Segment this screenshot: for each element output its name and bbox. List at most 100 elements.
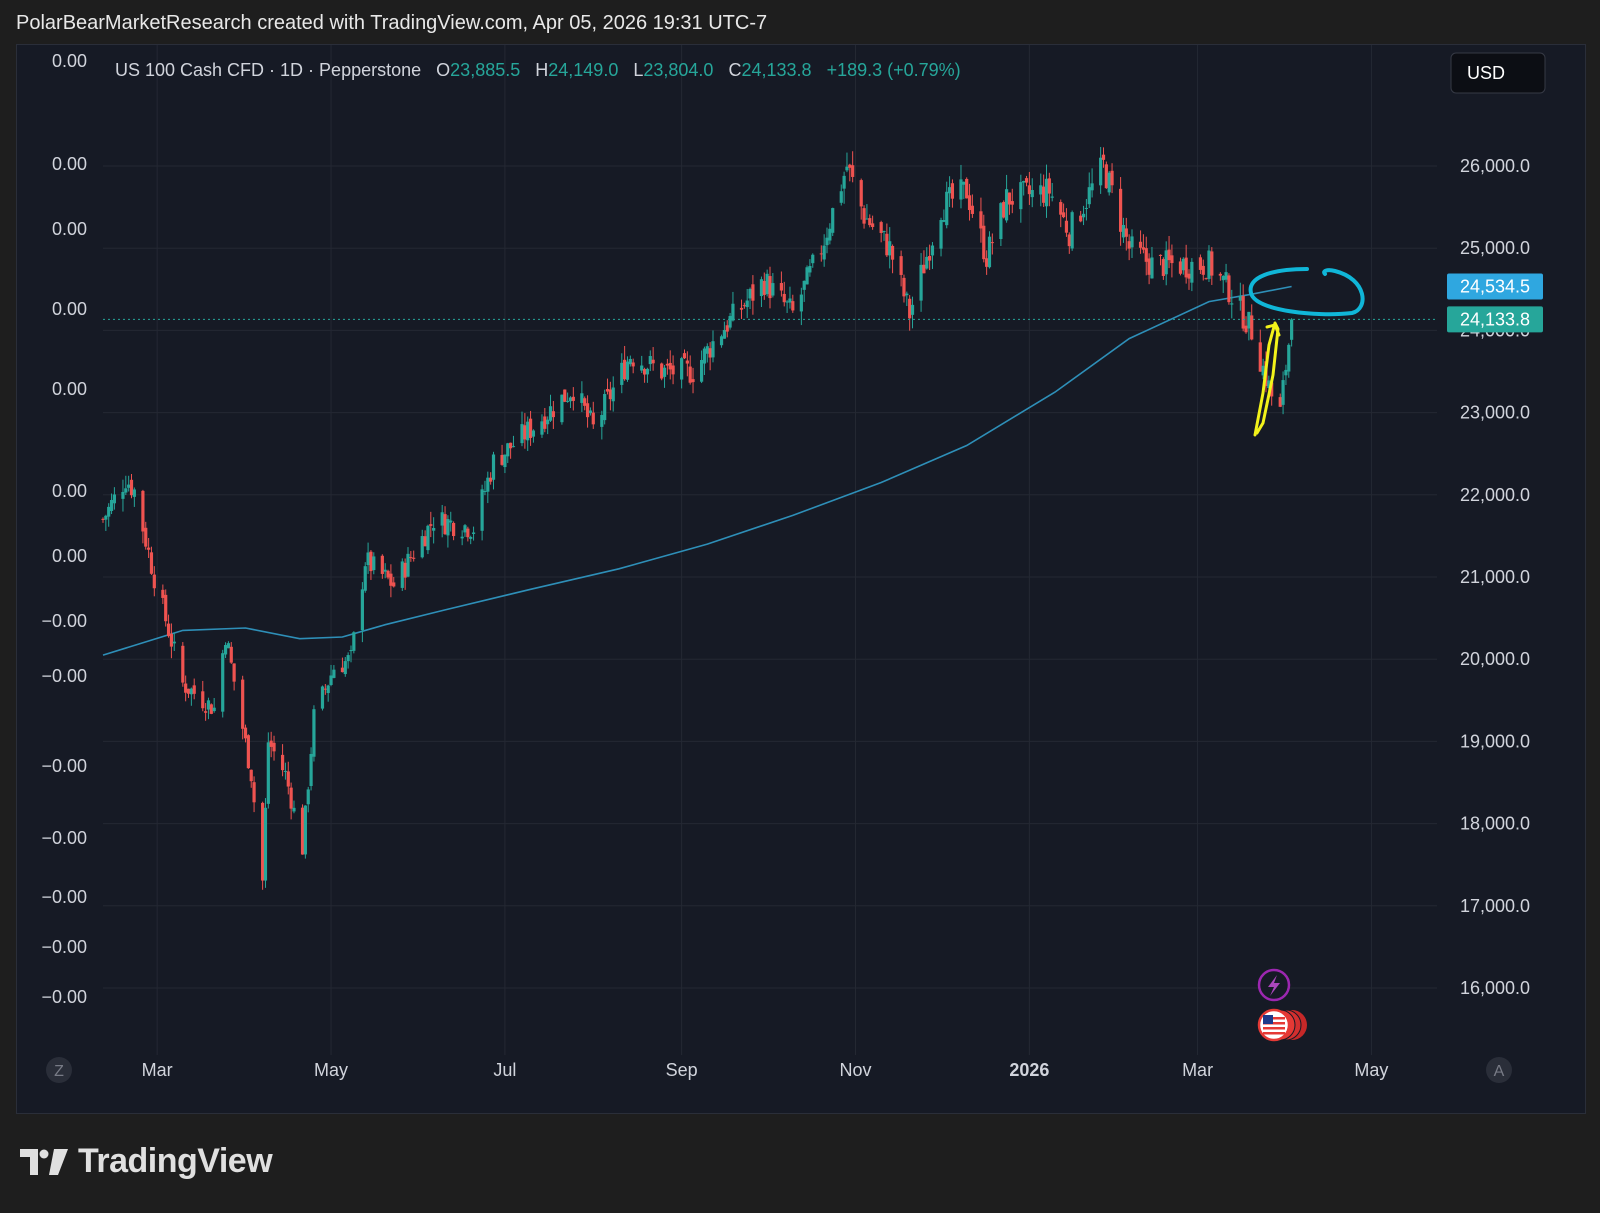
candle-body [232,663,236,682]
candle-body [648,356,652,365]
candle-body [711,341,715,358]
candle-body [1284,369,1288,376]
candle-body [799,294,803,312]
candle-body [1042,186,1046,203]
candle-body [392,582,396,587]
candle-body [346,655,350,662]
candle-body [1101,154,1106,160]
currency-button[interactable]: USD [1450,52,1546,94]
last-price-tag: 24,133.8 [1447,306,1543,333]
candle-body [645,368,650,375]
price-tick-label: 18,000.0 [1460,814,1530,834]
left-axis: 0.00 0.00 0.00 0.00 0.00 0.00 0.00 −0.00 −0.00 −0… [41,51,87,1007]
candle-body [186,688,191,694]
candle-body [389,573,393,586]
candle-body [839,191,843,203]
candle-body [970,205,974,214]
candle-body [212,707,216,712]
candle-body [420,536,424,558]
candle-body [406,553,410,577]
candle-body [745,300,749,308]
candle-body [905,293,909,296]
candle-body [466,528,470,538]
candle-body [531,430,536,437]
candle-body [1110,170,1114,186]
candle-body [1084,207,1088,209]
candle-body [292,807,296,812]
auto-scale-button[interactable]: A [1486,1057,1512,1083]
candle-body [511,446,516,448]
price-tick-label: 19,000.0 [1460,731,1530,751]
candle-body [432,528,436,531]
price-chart-svg[interactable]: 0.00 0.00 0.00 0.00 0.00 0.00 0.00 −0.00 −0.00 −0… [17,45,1585,1113]
legend-low-label: L [633,60,643,80]
candle-body [939,220,943,249]
candle-body [181,645,185,683]
candle-body [323,688,327,690]
candle-body [283,770,288,772]
candle-body [372,556,376,571]
candle-body [124,488,128,493]
candle-body [132,489,136,497]
lightning-icon[interactable] [1257,968,1291,1002]
candle-body [990,242,994,244]
candle-body [366,552,370,566]
drawing-annotations[interactable] [1248,267,1365,437]
candle-body [172,641,176,644]
candle-body [782,293,786,303]
candle-body [699,359,704,382]
candle-body [987,236,992,268]
candle-body [560,394,564,423]
candle-body [623,359,627,380]
legend-high-label: H [535,60,548,80]
candle-body [286,771,290,787]
candle-body [1141,247,1146,250]
legend-close-label: C [728,60,741,80]
candle-body [682,353,687,359]
candle-body [312,709,316,757]
time-tick-label: May [314,1060,348,1080]
candle-body [862,208,866,224]
yellow-spike-annotation[interactable] [1253,321,1281,437]
candle-body [149,552,154,574]
candle-body [383,569,387,572]
left-axis-label: 0.00 [52,51,87,71]
candle-body [403,562,407,578]
candle-body [1161,259,1165,276]
candle-body [611,387,615,402]
time-tick-label: Sep [666,1060,698,1080]
candle-body [851,165,855,177]
candle-body [608,389,612,400]
candle-body [380,555,384,574]
candle-body [1167,249,1171,261]
us-flag-icon[interactable] [1257,1008,1307,1042]
price-axis[interactable]: 16,000.0 17,000.0 18,000.0 19,000.0 20,000.0… [1460,156,1530,998]
tradingview-brand-text: TradingView [78,1142,273,1180]
candle-body [1287,344,1291,372]
candle-body [551,411,555,418]
candle-body [811,254,815,264]
candle-body [922,264,926,274]
cyan-circle-annotation[interactable] [1248,267,1365,317]
candle-body [209,704,213,714]
candle-body [751,284,755,301]
candle-body [705,346,709,354]
candle-body [785,301,789,303]
candle-body [243,727,248,739]
auto-scale-label: A [1494,1063,1505,1080]
zoom-scale-button[interactable]: Z [46,1057,72,1083]
candle-body [779,283,784,291]
time-tick-label: Nov [840,1060,872,1080]
candle-body [1190,261,1194,283]
ma-price-value: 24,534.5 [1460,276,1530,296]
candle-body [1238,295,1242,301]
candle-body [509,442,513,449]
chart-area[interactable]: 0.00 0.00 0.00 0.00 0.00 0.00 0.00 −0.00 −0.00 −0… [16,44,1586,1114]
candle-body [719,336,724,346]
candle-body [566,400,570,402]
candle-body [890,245,895,260]
candle-body [486,477,490,492]
candle-body [885,233,889,256]
time-axis[interactable]: Mar May Jul Sep Nov 2026 Mar May [142,1060,1389,1080]
candle-body [204,711,208,713]
